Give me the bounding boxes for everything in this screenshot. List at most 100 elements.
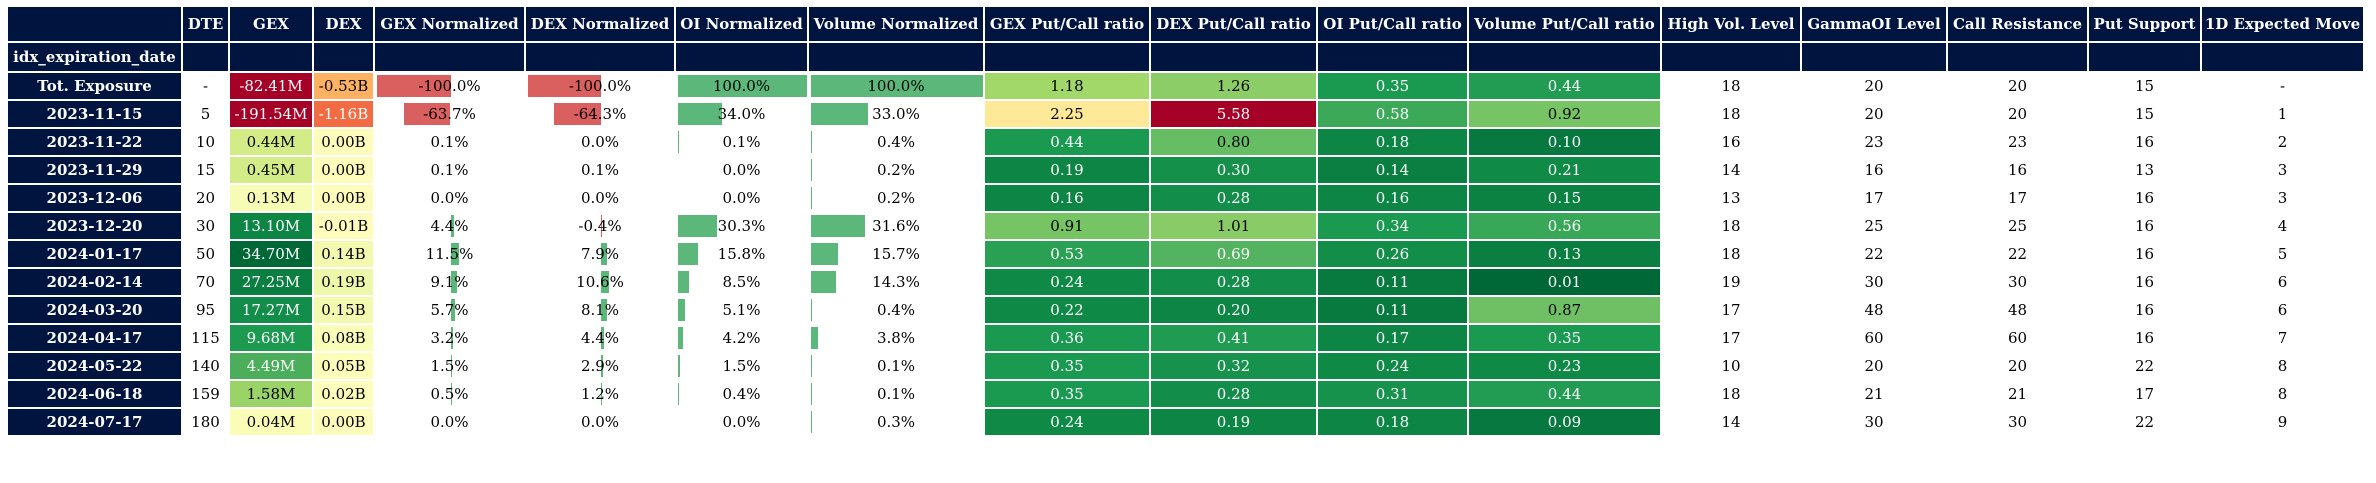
column-header-oi-normalized: OI Normalized	[676, 7, 809, 43]
put-support-cell: 16	[2089, 129, 2202, 157]
row-index-label: 2024-03-20	[8, 297, 183, 325]
expected-move-cell: 4	[2202, 213, 2365, 241]
gex-normalized-cell: 4.4%	[375, 213, 526, 241]
bar-fill	[678, 75, 807, 97]
put-support-cell: 17	[2089, 381, 2202, 409]
volume-put-call-cell: 0.23	[1469, 353, 1662, 381]
volume-normalized-cell: 33.0%	[809, 101, 985, 129]
gex-put-call-cell: 0.44	[985, 129, 1151, 157]
bar-value: 15.7%	[872, 245, 920, 263]
oi-put-call-cell: 0.14	[1318, 157, 1469, 185]
gex-normalized-cell: 0.5%	[375, 381, 526, 409]
oi-normalized-cell: 8.5%	[676, 269, 809, 297]
gex-normalized-cell: 5.7%	[375, 297, 526, 325]
dex-normalized-cell: 10.6%	[526, 269, 676, 297]
put-support-cell: 13	[2089, 157, 2202, 185]
row-index-label: 2023-11-15	[8, 101, 183, 129]
oi-put-call-cell: 0.11	[1318, 297, 1469, 325]
gex-cell: -191.54M	[230, 101, 314, 129]
table-row: 2024-03-20 95 17.27M 0.15B 5.7% 8.1% 5.1% 0.4% 0…	[8, 297, 2365, 325]
high-vol-level-cell: 16	[1662, 129, 1802, 157]
dte-cell: 115	[183, 325, 230, 353]
dte-cell: 140	[183, 353, 230, 381]
oi-normalized-cell: 0.0%	[676, 157, 809, 185]
gex-put-call-cell: 0.35	[985, 381, 1151, 409]
dex-put-call-cell: 0.28	[1151, 381, 1318, 409]
dex-normalized-cell: 0.1%	[526, 157, 676, 185]
high-vol-level-cell: 18	[1662, 101, 1802, 129]
put-support-cell: 22	[2089, 409, 2202, 437]
bar-value: 34.0%	[717, 105, 766, 123]
dex-cell: -0.53B	[314, 73, 375, 101]
dte-cell: 50	[183, 241, 230, 269]
high-vol-level-cell: 13	[1662, 185, 1802, 213]
bar-value: 7.9%	[580, 245, 620, 263]
gex-cell: 4.49M	[230, 353, 314, 381]
index-row-blank-cell	[1802, 43, 1948, 73]
table-row: 2024-04-17 115 9.68M 0.08B 3.2% 4.4% 4.2% 3.8% 0…	[8, 325, 2365, 353]
row-index-label: 2024-04-17	[8, 325, 183, 353]
volume-normalized-cell: 3.8%	[809, 325, 985, 353]
expected-move-cell: 2	[2202, 129, 2365, 157]
put-support-cell: 16	[2089, 241, 2202, 269]
oi-put-call-cell: 0.58	[1318, 101, 1469, 129]
gammaoi-level-cell: 60	[1802, 325, 1948, 353]
gex-put-call-cell: 0.19	[985, 157, 1151, 185]
row-index-label: 2024-05-22	[8, 353, 183, 381]
volume-normalized-cell: 0.4%	[809, 129, 985, 157]
gex-cell: 34.70M	[230, 241, 314, 269]
expected-move-cell: 7	[2202, 325, 2365, 353]
oi-normalized-cell: 34.0%	[676, 101, 809, 129]
table-row: 2023-12-06 20 0.13M 0.00B 0.0% 0.0% 0.0% 0.2% 0.…	[8, 185, 2365, 213]
dex-cell: -0.01B	[314, 213, 375, 241]
oi-normalized-cell: 30.3%	[676, 213, 809, 241]
call-resistance-cell: 48	[1948, 297, 2089, 325]
oi-put-call-cell: 0.26	[1318, 241, 1469, 269]
column-header-dex-put-call-ratio: DEX Put/Call ratio	[1151, 7, 1318, 43]
volume-put-call-cell: 0.44	[1469, 73, 1662, 101]
dte-cell: 5	[183, 101, 230, 129]
bar-value: 0.5%	[430, 385, 469, 403]
oi-normalized-cell: 15.8%	[676, 241, 809, 269]
table-row: 2024-06-18 159 1.58M 0.02B 0.5% 1.2% 0.4% 0.1% 0…	[8, 381, 2365, 409]
bar-fill	[601, 355, 604, 377]
dte-cell: 180	[183, 409, 230, 437]
bar-fill	[811, 131, 812, 153]
bar-fill	[811, 411, 812, 433]
bar-value: 2.9%	[580, 357, 620, 375]
volume-normalized-cell: 0.2%	[809, 185, 985, 213]
bar-value: 100.0%	[712, 77, 771, 95]
dex-put-call-cell: 0.20	[1151, 297, 1318, 325]
call-resistance-cell: 30	[1948, 269, 2089, 297]
bar-value: 10.6%	[576, 273, 624, 291]
column-header-gammaoi-level: GammaOI Level	[1802, 7, 1948, 43]
index-name-header: idx_expiration_date	[8, 43, 183, 73]
gex-normalized-cell: 0.0%	[375, 409, 526, 437]
dex-normalized-cell: -100.0%	[526, 73, 676, 101]
index-row-blank-cell	[1318, 43, 1469, 73]
corner-cell	[8, 7, 183, 43]
dex-normalized-cell: -0.4%	[526, 213, 676, 241]
row-index-label: 2023-12-06	[8, 185, 183, 213]
dex-normalized-cell: 2.9%	[526, 353, 676, 381]
dex-cell: -1.16B	[314, 101, 375, 129]
bar-value: 4.4%	[430, 217, 469, 235]
volume-put-call-cell: 0.56	[1469, 213, 1662, 241]
high-vol-level-cell: 18	[1662, 241, 1802, 269]
bar-value: 5.1%	[722, 301, 761, 319]
bar-value: 8.5%	[722, 273, 761, 291]
gex-put-call-cell: 0.22	[985, 297, 1151, 325]
dte-cell: 30	[183, 213, 230, 241]
bar-value: 0.1%	[876, 357, 916, 375]
bar-value: 5.7%	[430, 301, 469, 319]
bar-value: -64.3%	[573, 105, 627, 123]
put-support-cell: 16	[2089, 213, 2202, 241]
table-row: 2024-07-17 180 0.04M 0.00B 0.0% 0.0% 0.0% 0.3% 0…	[8, 409, 2365, 437]
gex-normalized-cell: 0.1%	[375, 157, 526, 185]
row-index-label: 2023-12-20	[8, 213, 183, 241]
put-support-cell: 16	[2089, 185, 2202, 213]
gex-put-call-cell: 0.24	[985, 269, 1151, 297]
table-row: 2024-02-14 70 27.25M 0.19B 9.1% 10.6% 8.5% 14.3…	[8, 269, 2365, 297]
table-row: 2023-12-20 30 13.10M -0.01B 4.4% -0.4% 30.3% 31…	[8, 213, 2365, 241]
dex-put-call-cell: 0.80	[1151, 129, 1318, 157]
